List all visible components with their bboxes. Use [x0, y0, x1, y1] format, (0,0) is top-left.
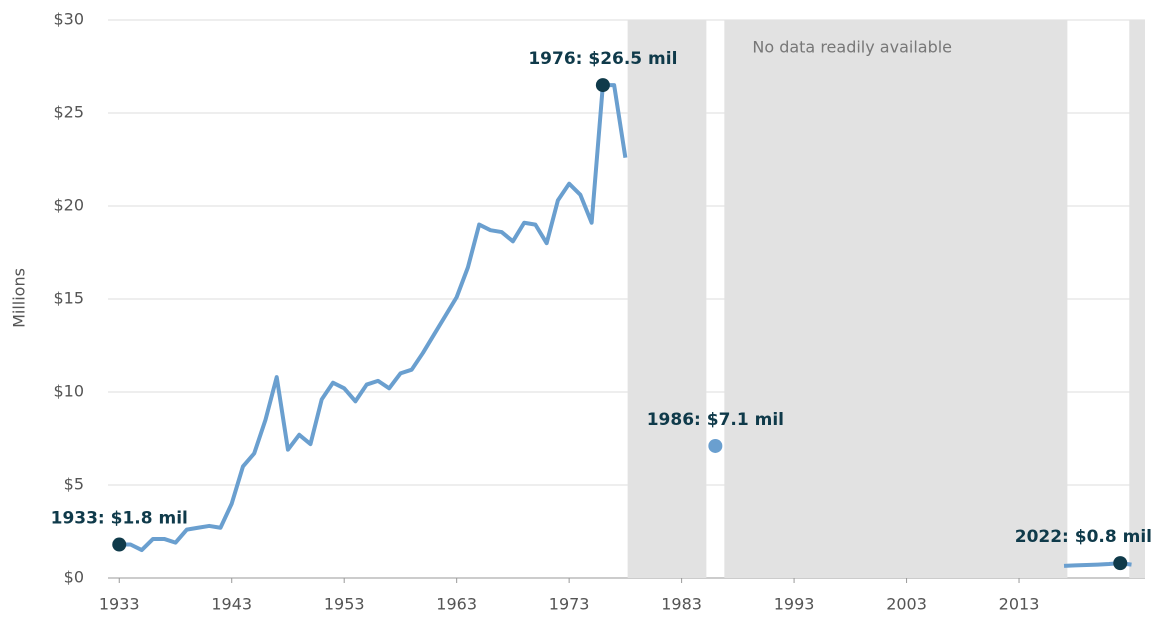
x-tick-label: 1953: [324, 595, 365, 614]
y-tick-label: $15: [53, 289, 84, 308]
x-tick-label: 2003: [886, 595, 927, 614]
x-tick-label: 1993: [774, 595, 815, 614]
annotation-label: 1986: $7.1 mil: [647, 410, 784, 430]
x-tick-label: 1933: [99, 595, 140, 614]
annotation-label: 1976: $26.5 mil: [528, 49, 677, 69]
annotation-dot: [1113, 556, 1128, 571]
y-tick-label: $20: [53, 196, 84, 215]
y-tick-label: $0: [64, 568, 84, 587]
annotation-dot: [112, 537, 127, 552]
no-data-band: [1129, 20, 1145, 578]
y-tick-label: $5: [64, 475, 84, 494]
x-tick-label: 2013: [999, 595, 1040, 614]
y-tick-label: $30: [53, 10, 84, 29]
y-axis-label: Millions: [10, 268, 29, 328]
annotation-dot: [708, 438, 723, 453]
y-tick-label: $10: [53, 382, 84, 401]
no-data-band: [724, 20, 1068, 578]
no-data-band: [627, 20, 707, 578]
annotation-label: 2022: $0.8 mil: [1015, 527, 1152, 547]
annotation-label: 1933: $1.8 mil: [51, 509, 188, 529]
data-line: [119, 83, 628, 553]
x-tick-label: 1943: [211, 595, 252, 614]
shade-label: No data readily available: [752, 38, 952, 57]
y-tick-label: $25: [53, 103, 84, 122]
x-tick-label: 1983: [661, 595, 702, 614]
annotation-dot: [595, 78, 610, 93]
x-tick-label: 1973: [549, 595, 590, 614]
x-tick-label: 1963: [436, 595, 477, 614]
